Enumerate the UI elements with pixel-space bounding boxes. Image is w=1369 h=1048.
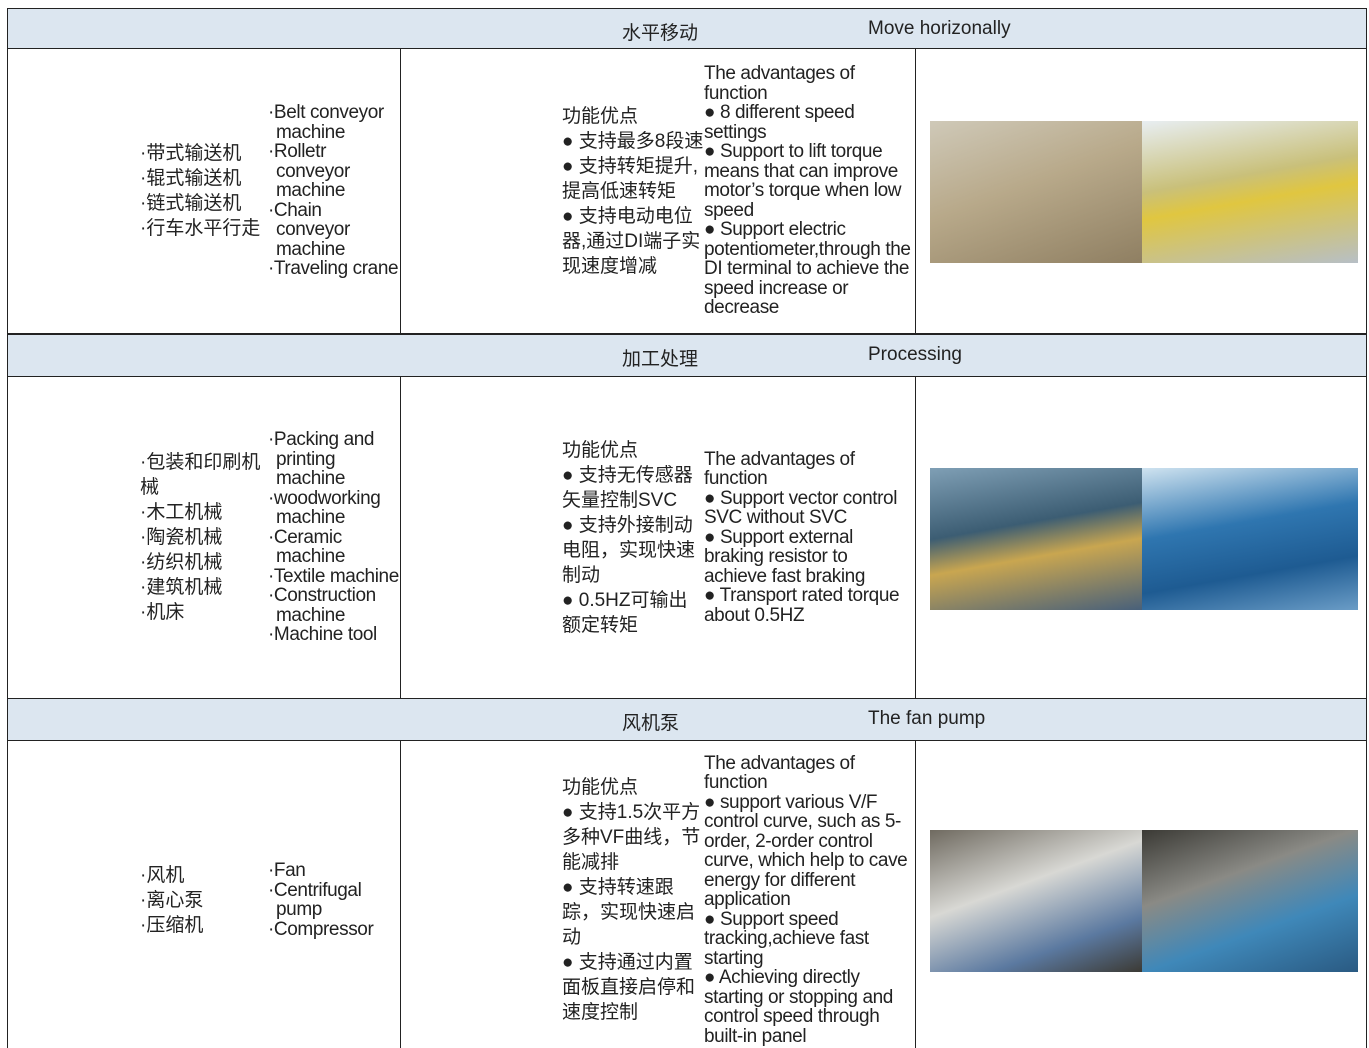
application-en: ·Compressor (268, 918, 374, 940)
application-cn: ·风机 (140, 864, 185, 886)
applications-cell: ·风机 ·离心泵 ·压缩机 ·Fan ·Centrifugal pump ·Compres… (7, 740, 401, 1048)
advantages-cn: 功能优点 ● 支持最多8段速 ● 支持转矩提升,提高低速转矩 ● 支持电动电位器,通过… (562, 49, 704, 333)
advantages-cell: 功能优点 ● 支持最多8段速 ● 支持转矩提升,提高低速转矩 ● 支持电动电位器,通过… (400, 48, 916, 334)
advantage-cn: ● 支持最多8段速 (562, 130, 704, 152)
application-cn: ·行车水平行走 (140, 218, 261, 239)
advantages-en-title: The advantages of function (704, 752, 855, 794)
advantages-en-title: The advantages of function (704, 448, 855, 490)
application-en: ·Traveling crane (268, 258, 399, 280)
advantage-cn: ● 0.5HZ可输出额定转矩 (562, 589, 688, 636)
advantage-cn: ● 支持外接制动电阻，实现快速制动 (562, 514, 696, 586)
photo-cell (915, 740, 1367, 1048)
application-en: ·Chain conveyor machine (268, 199, 350, 260)
section-header: 加工处理 Processing (7, 334, 1367, 377)
advantages-cn-title: 功能优点 (562, 105, 639, 127)
application-en: ·Ceramic machine (268, 526, 346, 568)
applications-en: ·Fan ·Centrifugal pump ·Compressor (268, 741, 400, 1048)
applications-en: ·Belt conveyor machine ·Rolletr conveyor … (268, 49, 400, 333)
advantages-en: The advantages of function ● Support vect… (704, 377, 912, 698)
section-header: 风机泵 The fan pump (7, 698, 1367, 741)
photo (1142, 121, 1358, 263)
application-en: ·Fan (268, 860, 306, 881)
advantage-en: ● Transport rated torque about 0.5HZ (704, 585, 900, 626)
applications-cn: ·带式输送机 ·辊式输送机 ·链式输送机 ·行车水平行走 (140, 49, 266, 333)
application-cn: ·辊式输送机 (140, 168, 242, 189)
photo (930, 830, 1142, 972)
application-cn: ·链式输送机 (140, 193, 242, 214)
application-en: ·woodworking machine (268, 487, 381, 529)
header-cn: 加工处理 (622, 349, 699, 370)
header-cn: 水平移动 (622, 23, 699, 44)
section-header: 水平移动 Move horizonally (7, 8, 1367, 49)
application-cn: ·压缩机 (140, 914, 204, 936)
application-cn: ·纺织机械 (140, 552, 223, 573)
advantage-en: ● Support vector control SVC without SVC (704, 487, 898, 529)
photo (1142, 467, 1358, 610)
advantage-cn: ● 支持电动电位器,通过DI端子实现速度增减 (562, 205, 701, 277)
advantage-en: ● support various V/F control curve, suc… (704, 791, 908, 911)
applications-cell: ·带式输送机 ·辊式输送机 ·链式输送机 ·行车水平行走 ·Belt conveyor … (7, 48, 401, 334)
application-en: ·Machine tool (268, 624, 377, 646)
application-en: ·Construction machine (268, 585, 376, 626)
advantages-cn: 功能优点 ● 支持1.5次平方多种VF曲线，节能减排 ● 支持转速跟踪，实现快速启动… (562, 741, 704, 1048)
photo (1142, 830, 1358, 972)
application-en: ·Rolletr conveyor machine (268, 141, 350, 202)
advantage-en: ● 8 different speed settings (704, 102, 855, 143)
advantage-en: ● Support electric potentiometer,through… (704, 219, 911, 319)
application-en: ·Centrifugal pump (268, 879, 362, 920)
advantages-en-title: The advantages of function (704, 63, 855, 104)
application-cn: ·木工机械 (140, 502, 223, 523)
application-cn: ·机床 (140, 602, 185, 623)
applications-cn: ·包装和印刷机械 ·木工机械 ·陶瓷机械 ·纺织机械 ·建筑机械 ·机床 (140, 377, 266, 698)
advantage-cn: ● 支持转矩提升,提高低速转矩 (562, 155, 699, 202)
photo-cell (915, 376, 1367, 699)
application-cn: ·带式输送机 (140, 143, 242, 164)
advantage-en: ● Achieving directly starting or stoppin… (704, 967, 893, 1047)
applications-cell: ·包装和印刷机械 ·木工机械 ·陶瓷机械 ·纺织机械 ·建筑机械 ·机床 ·Packing … (7, 376, 401, 699)
advantage-en: ● Support to lift torque means that can … (704, 141, 902, 221)
application-en: ·Packing and printing machine (268, 429, 375, 490)
advantages-cell: 功能优点 ● 支持无传感器矢量控制SVC ● 支持外接制动电阻，实现快速制动 ● 0.… (400, 376, 916, 699)
application-cn: ·建筑机械 (140, 577, 223, 598)
header-en: Move horizonally (868, 18, 1011, 39)
application-en: ·Textile machine (268, 565, 399, 587)
application-cn: ·离心泵 (140, 889, 204, 911)
advantages-en: The advantages of function ● 8 different … (704, 49, 912, 333)
photo (930, 121, 1142, 263)
photo (930, 467, 1142, 610)
header-en: Processing (868, 344, 962, 365)
advantage-cn: ● 支持通过内置面板直接启停和速度控制 (562, 952, 696, 1023)
advantages-cn: 功能优点 ● 支持无传感器矢量控制SVC ● 支持外接制动电阻，实现快速制动 ● 0.… (562, 377, 704, 698)
advantage-cn: ● 支持转速跟踪，实现快速启动 (562, 877, 696, 948)
applications-en: ·Packing and printing machine ·woodworkin… (268, 377, 400, 698)
advantage-cn: ● 支持1.5次平方多种VF曲线，节能减排 (562, 802, 701, 873)
advantages-cn-title: 功能优点 (562, 777, 639, 798)
application-cn: ·陶瓷机械 (140, 527, 223, 548)
advantages-cn-title: 功能优点 (562, 439, 639, 461)
advantage-en: ● Support speed tracking,achieve fast st… (704, 908, 869, 969)
header-en: The fan pump (868, 708, 986, 729)
application-cn: ·包装和印刷机械 (140, 452, 261, 498)
header-cn: 风机泵 (622, 713, 680, 734)
advantages-en: The advantages of function ● support vari… (704, 741, 912, 1048)
advantage-en: ● Support external braking resistor to a… (704, 526, 865, 587)
advantage-cn: ● 支持无传感器矢量控制SVC (562, 464, 693, 511)
applications-cn: ·风机 ·离心泵 ·压缩机 (140, 741, 266, 1048)
advantages-cell: 功能优点 ● 支持1.5次平方多种VF曲线，节能减排 ● 支持转速跟踪，实现快速启动… (400, 740, 916, 1048)
photo-cell (915, 48, 1367, 334)
application-en: ·Belt conveyor machine (268, 102, 384, 143)
